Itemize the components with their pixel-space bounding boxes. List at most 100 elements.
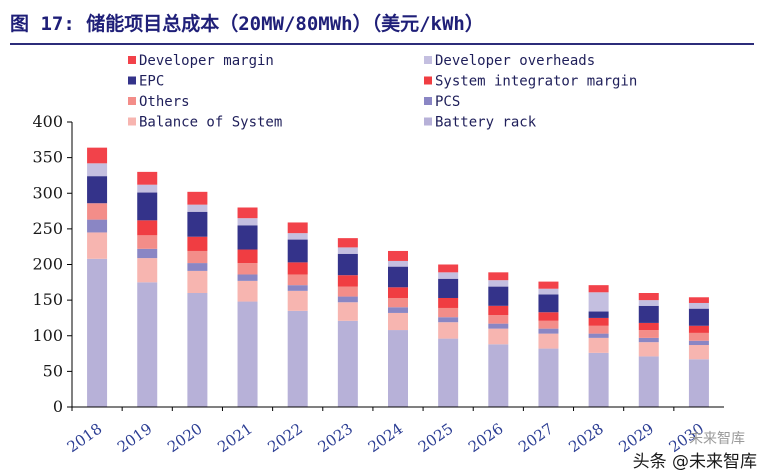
bar-segment-pcs [638,337,659,343]
bar-segment-developer-margin [688,297,709,303]
bar-segment-others [287,274,308,286]
legend-label: Developer margin [139,53,274,69]
bar-segment-developer-overheads [588,292,609,312]
bar-segment-others [237,263,258,275]
bar-segment-pcs [87,219,108,233]
bar-segment-system-integrator-margin [287,262,308,275]
bar-segment-pcs [287,285,308,291]
bar-segment-developer-margin [237,207,258,219]
bar-stack-2027 [538,281,559,407]
bar-segment-developer-margin [87,147,108,164]
bar-segment-battery-rack [187,293,208,407]
bar-segment-battery-rack [438,338,459,407]
bar-segment-battery-rack [638,356,659,407]
y-tick-label: 400 [32,112,63,131]
bar-segment-balance-of-system [488,328,509,345]
bar-segment-epc [388,266,408,288]
x-tick-label: 2018 [64,420,106,457]
bar-segment-balance-of-system [87,232,108,259]
x-tick-label: 2024 [365,420,407,457]
bar-segment-developer-margin [187,191,208,205]
chart-bars [87,147,709,407]
bar-segment-developer-overheads [388,260,408,267]
legend-item-others: Others [128,94,190,110]
legend-swatch [128,97,136,105]
bar-segment-epc [488,286,509,306]
bar-segment-battery-rack [538,348,559,407]
watermark-text: 头条 @未来智库 [632,452,757,472]
x-tick-label: 2028 [565,420,607,457]
bar-segment-system-integrator-margin [337,275,358,287]
bar-segment-developer-overheads [137,184,158,193]
bar-segment-developer-overheads [638,300,659,306]
legend-swatch [128,117,136,126]
legend-item-balance-of-system: Balance of System [128,115,282,131]
legend-label: System integrator margin [435,74,637,90]
bar-segment-balance-of-system [638,342,659,357]
bar-segment-developer-overheads [688,302,709,309]
bar-segment-epc [538,294,559,313]
legend-item-developer-overheads: Developer overheads [424,53,595,69]
x-tick-label: 2019 [114,420,156,457]
bar-stack-2028 [588,285,609,407]
bar-segment-system-integrator-margin [137,220,158,236]
bar-segment-epc [237,225,258,250]
y-tick-label: 0 [53,397,63,416]
bar-stack-2022 [287,222,308,407]
bar-segment-others [438,307,459,318]
bar-segment-others [638,330,659,338]
bar-segment-epc [187,211,208,237]
bar-segment-pcs [438,317,459,323]
legend-swatch [128,76,136,85]
legend-swatch [424,76,432,85]
bar-segment-pcs [688,340,709,346]
legend-item-battery-rack: Battery rack [424,115,537,131]
bar-segment-pcs [588,333,609,338]
bar-segment-system-integrator-margin [488,305,509,316]
bar-segment-pcs [488,323,509,329]
bar-segment-system-integrator-margin [388,287,408,298]
legend-label: EPC [139,74,164,90]
bar-segment-battery-rack [388,330,408,407]
bar-segment-battery-rack [137,282,158,407]
bar-segment-pcs [187,263,208,271]
bar-segment-system-integrator-margin [588,317,609,326]
bar-segment-developer-margin [137,171,158,185]
x-tick-label: 2021 [214,420,256,457]
bar-segment-epc [337,253,358,276]
bar-segment-epc [287,239,308,263]
bar-segment-developer-overheads [187,204,208,212]
bar-segment-others [538,320,559,329]
bar-segment-others [388,297,408,308]
bar-segment-balance-of-system [237,280,258,302]
x-tick-label: 2022 [264,420,306,457]
x-tick-label: 2023 [315,420,357,457]
figure-title: 图 17: 储能项目总成本（20MW/80MWh）（美元/kWh） [10,13,484,35]
legend-swatch [128,56,136,64]
x-axis: 2018 2019 2020 2021 2022 2023 2024 2025 2026 2027… [64,406,724,457]
bar-segment-system-integrator-margin [187,236,208,251]
legend-swatch [424,117,432,126]
y-axis: 0 50 100 150 200 250 300 350 400 [32,112,73,416]
chart-legend: Developer margin Developer overheads EPC Sy… [128,53,637,131]
legend-label: Battery rack [435,115,537,131]
bar-segment-balance-of-system [337,302,358,321]
bar-segment-system-integrator-margin [538,312,559,321]
bar-segment-system-integrator-margin [237,249,258,264]
bar-stack-2025 [438,264,459,407]
y-tick-label: 200 [32,255,63,274]
bar-stack-2021 [237,207,258,407]
bar-segment-pcs [337,296,358,303]
bar-segment-battery-rack [588,352,609,407]
legend-label: Balance of System [139,115,282,131]
bar-segment-others [688,332,709,341]
legend-swatch [424,97,432,105]
y-tick-label: 250 [32,219,63,238]
bar-segment-balance-of-system [538,333,559,349]
bar-segment-balance-of-system [187,270,208,293]
bar-stack-2019 [137,171,158,407]
bar-segment-battery-rack [237,301,258,407]
legend-label: PCS [435,94,460,110]
bar-segment-developer-margin [337,238,358,248]
bar-segment-others [87,203,108,220]
